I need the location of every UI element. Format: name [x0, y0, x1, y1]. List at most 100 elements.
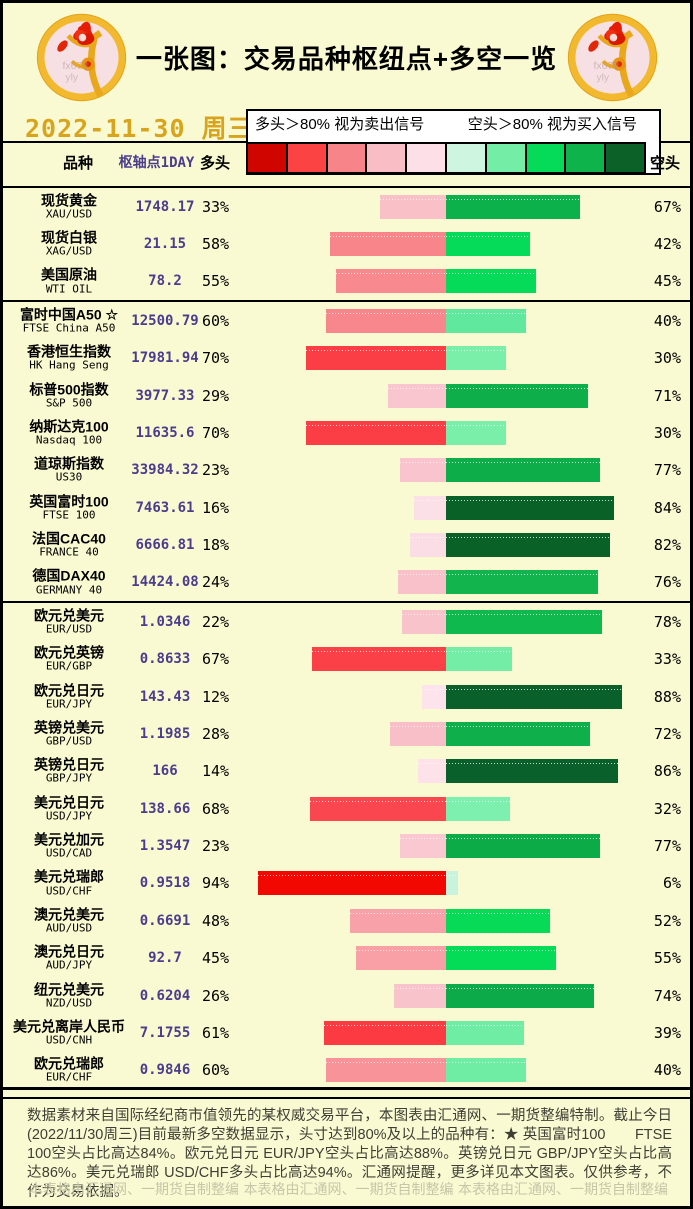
table-row: 英镑兑日元 GBP/JPY 166 14% 86%: [3, 753, 690, 790]
short-percent: 84%: [653, 498, 681, 517]
short-percent: 40%: [653, 1061, 681, 1080]
table-row: 标普500指数 S&P 500 3977.33 29% 71%: [3, 377, 690, 414]
table-row: 美国原油 WTI OIL 78.2 55% 45%: [3, 263, 690, 300]
pivot-value: 143.43: [139, 688, 191, 705]
column-header-short: 空头: [650, 155, 681, 172]
short-percent: 42%: [653, 235, 681, 254]
instrument-name-en: EUR/USD: [45, 622, 93, 636]
instrument-name-en: FTSE China A50: [22, 321, 116, 335]
short-bar: [446, 759, 618, 784]
pivot-value: 11635.6: [135, 424, 195, 441]
table-row: 美元兑离岸人民币 USD/CNH 7.1755 61% 39%: [3, 1014, 690, 1051]
instrument-name: 美元兑离岸人民币 USD/CNH: [13, 1019, 125, 1048]
svg-text:fx678: fx678: [594, 61, 620, 72]
short-bar: [446, 983, 594, 1008]
instrument-name-en: USD/CAD: [45, 846, 93, 860]
short-bar: [446, 194, 580, 219]
instrument-name-en: USD/JPY: [45, 809, 93, 823]
short-percent: 52%: [653, 911, 681, 930]
instrument-name-cn: 纽元兑美元: [34, 981, 104, 998]
table-row: 英国富时100 FTSE 100 7463.61 16% 84%: [3, 489, 690, 526]
short-bar: [446, 684, 622, 709]
short-percent: 30%: [653, 349, 681, 368]
instrument-name-cn: 欧元兑瑞郎: [34, 1055, 104, 1072]
table-row: 现货黄金 XAU/USD 1748.17 33% 67%: [3, 188, 690, 225]
bar-zone: [246, 302, 646, 339]
instrument-name-cn: 纳斯达克100: [29, 418, 109, 435]
instrument-name: 现货黄金 XAU/USD: [13, 192, 125, 221]
short-percent: 76%: [653, 573, 681, 592]
bar-zone: [246, 1014, 646, 1051]
pivot-value: 0.8633: [139, 651, 191, 668]
page-title: 一张图：交易品种枢纽点+多空一览: [135, 44, 558, 74]
pivot-value: 1.3547: [139, 838, 191, 855]
scale-color-block: [367, 144, 408, 172]
instrument-name-cn: 欧元兑英镑: [34, 644, 104, 661]
instrument-name-cn: 美元兑加元: [34, 831, 104, 848]
pivot-value: 3977.33: [135, 387, 195, 404]
instrument-name-cn: 美元兑瑞郎: [34, 869, 104, 886]
table-bottom-line: [3, 1087, 690, 1090]
short-percent: 86%: [653, 762, 681, 781]
table-row: 澳元兑日元 AUD/JPY 92.7 45% 55%: [3, 940, 690, 977]
short-bar: [446, 495, 614, 520]
footer-credits: 本表格由汇通网、一期货自制整编 本表格由汇通网、一期货自制整编 本表格由汇通网、…: [29, 1179, 668, 1199]
short-percent: 45%: [653, 272, 681, 291]
pivot-value: 0.6204: [139, 987, 191, 1004]
instrument-name-en: EUR/JPY: [45, 697, 93, 711]
instrument-name-en: GBP/JPY: [45, 772, 93, 786]
instrument-name-cn: 香港恒生指数: [27, 343, 111, 360]
short-bar: [446, 269, 536, 294]
instrument-name: 欧元兑瑞郎 EUR/CHF: [13, 1056, 125, 1085]
instrument-name-cn: 美国原油: [41, 267, 97, 284]
short-percent: 71%: [653, 386, 681, 405]
scale-color-block: [248, 144, 288, 172]
instrument-name-en: NZD/USD: [45, 996, 93, 1010]
bar-zone: [246, 489, 646, 526]
scale-color-block: [606, 144, 644, 172]
long-bar: [350, 908, 446, 933]
instrument-name: 美国原油 WTI OIL: [13, 267, 125, 296]
date-label: 2022-11-30 周三: [25, 114, 254, 143]
bar-zone: [246, 340, 646, 377]
instrument-name: 美元兑瑞郎 USD/CHF: [13, 869, 125, 898]
short-percent: 78%: [653, 612, 681, 631]
pivot-value: 1748.17: [135, 198, 195, 215]
table-row: 英镑兑美元 GBP/USD 1.1985 28% 72%: [3, 715, 690, 752]
instrument-name-cn: 欧元兑美元: [34, 607, 104, 624]
long-bar: [324, 1020, 446, 1045]
pivot-value: 0.9846: [139, 1062, 191, 1079]
plum-blossom-icon: [73, 21, 95, 46]
table-row: 现货白银 XAG/USD 21.15 58% 42%: [3, 225, 690, 262]
instrument-name-cn: 英镑兑美元: [34, 719, 104, 736]
short-bar: [446, 908, 550, 933]
short-percent: 39%: [653, 1023, 681, 1042]
long-bar: [306, 346, 446, 371]
short-percent: 55%: [653, 949, 681, 968]
long-bar: [394, 983, 446, 1008]
short-bar: [446, 308, 526, 333]
long-percent: 60%: [202, 1061, 230, 1080]
table-row: 欧元兑瑞郎 EUR/CHF 0.9846 60% 40%: [3, 1052, 690, 1089]
bar-zone: [246, 940, 646, 977]
long-bar: [398, 570, 446, 595]
bar-zone: [246, 753, 646, 790]
table-row: 德国DAX40 GERMANY 40 14424.08 24% 76%: [3, 564, 690, 601]
plum-blossom-icon: [604, 21, 626, 46]
gold-coin-logo-right: fx678 yly: [567, 13, 658, 102]
instrument-name: 道琼斯指数 US30: [13, 456, 125, 485]
instrument-name-cn: 现货白银: [41, 229, 97, 246]
footer-note: 数据素材来自国际经纪商市值领先的某权威交易平台，本图表由汇通网、一期货整编特制。…: [27, 1108, 672, 1200]
short-percent: 30%: [653, 423, 681, 442]
instrument-name: 澳元兑日元 AUD/JPY: [13, 944, 125, 973]
bar-zone: [246, 641, 646, 678]
short-bar: [446, 383, 588, 408]
instrument-name-en: WTI OIL: [45, 282, 93, 296]
instrument-name-cn: 现货黄金: [41, 192, 97, 209]
svg-text:yly: yly: [596, 72, 610, 83]
long-bar: [380, 194, 446, 219]
short-bar: [446, 420, 506, 445]
short-bar: [446, 346, 506, 371]
long-percent: 24%: [202, 573, 230, 592]
